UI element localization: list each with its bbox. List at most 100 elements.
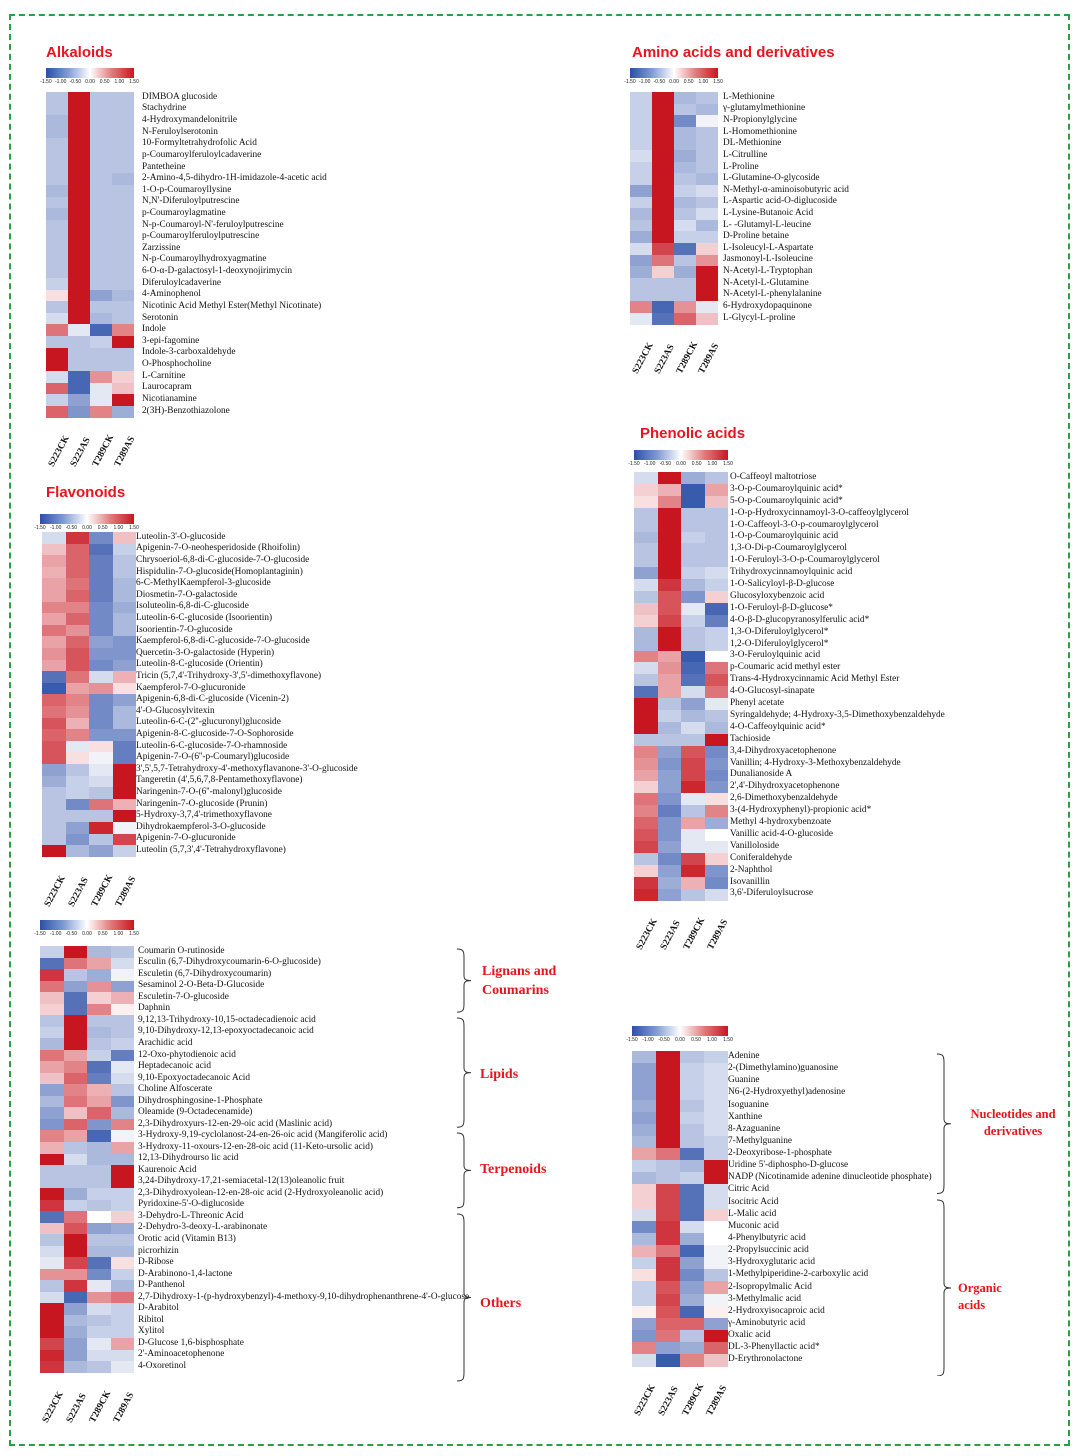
heatmap-cell — [680, 1196, 705, 1210]
heatmap-cell — [63, 946, 88, 958]
heatmap-cell — [63, 1130, 88, 1143]
heatmap-cell — [87, 1280, 111, 1293]
heatmap-cell — [704, 888, 729, 901]
color-scale-legend: -1.50 -1.00 -0.50 0.00 0.50 1.00 1.50 — [626, 1026, 733, 1043]
heatmap-cell — [87, 1222, 111, 1235]
row-label: 6-O-α-D-galactosyl-1-deoxynojirimycin — [142, 266, 292, 277]
panel-title: Flavonoids — [46, 484, 126, 501]
row-label: Jasmonoyl-L-Isoleucine — [723, 254, 813, 265]
heatmap-cell — [68, 92, 91, 105]
heatmap-cell — [657, 864, 682, 877]
heatmap-cell — [657, 852, 682, 866]
row-label: Pantetheine — [142, 161, 186, 172]
heatmap-cell — [63, 980, 88, 993]
row-label: Ribitol — [138, 1314, 164, 1325]
row-label: 1,3-O-Diferuloylglycerol* — [730, 626, 829, 637]
heatmap-cell — [89, 636, 113, 649]
heatmap-cell — [40, 1338, 64, 1350]
heatmap-cell — [652, 126, 675, 139]
heatmap-cell — [652, 138, 675, 151]
heatmap-cell — [42, 787, 66, 800]
heatmap-cell — [657, 686, 682, 699]
legend-tick-label: -0.50 — [658, 1037, 670, 1043]
heatmap-cell — [674, 196, 697, 209]
heatmap-cell — [63, 1084, 88, 1097]
heatmap-cell — [42, 682, 66, 695]
group-bracket — [456, 1213, 472, 1382]
heatmap-cell — [65, 717, 90, 730]
row-label: 1-O-Feruloyl-β-D-glucose* — [730, 602, 833, 613]
row-label: Oleamide (9-Octadecenamide) — [138, 1107, 253, 1118]
row-label: 2-Naphthol — [730, 864, 773, 875]
heatmap-cell — [40, 1153, 64, 1166]
panel-title: Phenolic acids — [640, 425, 746, 442]
heatmap-cell — [40, 1326, 64, 1339]
heatmap-cell — [87, 1038, 111, 1051]
row-label: 4-O-β-D-glucopyranosylferulic acid* — [730, 614, 870, 625]
heatmap-cell — [696, 289, 719, 302]
heatmap-cell — [112, 359, 135, 372]
heatmap-cell — [89, 601, 113, 614]
heatmap-cell — [68, 336, 91, 349]
heatmap-cell — [89, 555, 113, 568]
heatmap-cell — [704, 1184, 729, 1197]
heatmap-cell — [632, 1196, 657, 1210]
heatmap-cell — [634, 626, 658, 639]
heatmap-cell — [110, 1222, 135, 1235]
group-bracket — [456, 948, 472, 1013]
heatmap-cell — [112, 682, 137, 695]
row-label: Luteolin-6-C-glucoside-7-O-rhamnoside — [136, 740, 288, 751]
heatmap-cell — [632, 1305, 657, 1319]
row-label: p-Coumaroylagmatine — [142, 208, 226, 218]
heatmap-cell — [90, 208, 113, 221]
row-label: Luteolin-8-C-glucoside (Orientin) — [136, 659, 263, 670]
heatmap-cell — [46, 243, 69, 256]
row-label: 4'-O-Glucosylvitexin — [136, 705, 215, 716]
row-label: Kaempferol-6,8-di-C-glucoside-7-O-glucos… — [136, 636, 310, 647]
heatmap-cell — [704, 805, 729, 818]
heatmap-cell — [40, 1142, 64, 1154]
row-label: 9,10-Epoxyoctadecanoic Acid — [138, 1072, 251, 1083]
row-label: 1-O-Caffeoyl-3-O-p-coumaroylglycerol — [730, 519, 879, 530]
row-label: 3,24-Dihydroxy-17,21-semiacetal-12(13)ol… — [138, 1176, 345, 1187]
row-label: L-Isoleucyl-L-Aspartate — [723, 242, 814, 253]
heatmap-cell — [89, 752, 113, 765]
heatmap-cell — [630, 266, 653, 279]
row-label: Isovanillin — [730, 876, 770, 887]
heatmap-cell — [634, 614, 658, 628]
heatmap-cell — [90, 103, 113, 116]
heatmap-cell — [63, 1003, 88, 1016]
heatmap-cell — [112, 671, 137, 684]
heatmap-cell — [40, 1245, 64, 1258]
heatmap-cell — [704, 543, 729, 556]
heatmap-cell — [704, 1160, 729, 1173]
legend-tick-label: -1.50 — [628, 461, 640, 467]
heatmap-cell — [674, 301, 697, 314]
heatmap-cell — [90, 289, 113, 302]
heatmap-cell — [110, 1072, 135, 1085]
heatmap-cell — [704, 864, 729, 877]
heatmap-cell — [40, 1107, 64, 1120]
heatmap-cell — [657, 626, 682, 639]
heatmap-cell — [110, 1153, 135, 1166]
heatmap-cell — [630, 184, 653, 197]
row-label: NADP (Nicotinamide adenine dinucleotide … — [728, 1172, 932, 1183]
row-label: Apigenin-7-O-(6''-p-Coumaryl)glucoside — [136, 752, 290, 763]
heatmap-cell — [46, 92, 69, 105]
heatmap-cell — [46, 161, 69, 174]
heatmap-cell — [652, 301, 675, 314]
color-scale-bar — [630, 68, 718, 78]
heatmap-cell — [112, 336, 135, 349]
row-label: Vanillic acid-4-O-glucoside — [730, 828, 834, 839]
heatmap-cell — [681, 472, 705, 485]
heatmap-cell — [657, 519, 682, 532]
heatmap-cell — [634, 876, 658, 889]
heatmap-cell — [704, 698, 729, 711]
legend-tick-label: -1.00 — [643, 461, 656, 467]
heatmap-cell — [696, 196, 719, 209]
heatmap-cell — [89, 717, 113, 730]
row-label: Apigenin-7-O-glucuronide — [136, 833, 236, 844]
row-label: 1-O-Feruloyl-3-O-p-Coumaroylglycerol — [730, 555, 880, 566]
row-label: Esculin (6,7-Dihydroxycoumarin-6-O-gluco… — [138, 957, 321, 968]
heatmap-cell — [40, 1349, 64, 1362]
